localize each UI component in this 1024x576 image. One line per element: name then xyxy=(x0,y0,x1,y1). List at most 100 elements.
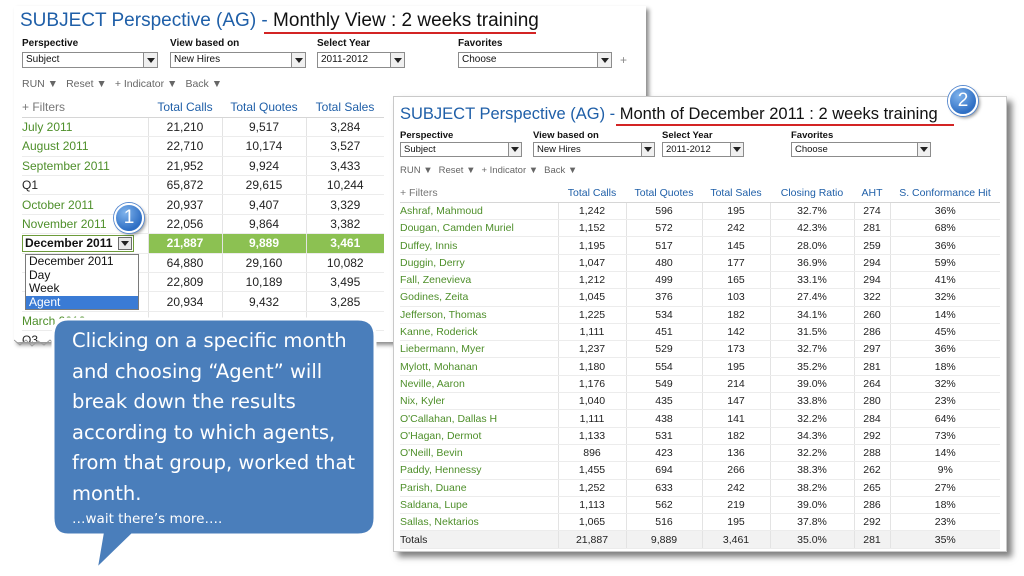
cell-closing-ratio: 36.9% xyxy=(769,254,854,272)
cell-agent-name[interactable]: Paddy, Hennessy xyxy=(400,461,558,480)
view-based-on-select[interactable]: New Hires xyxy=(533,142,655,157)
chevron-down-icon[interactable] xyxy=(390,53,404,67)
panel1-filter-year: Select Year xyxy=(317,38,370,49)
cell-agent-name[interactable]: Neville, Aaron xyxy=(400,375,558,394)
add-favorite-button[interactable]: + xyxy=(620,53,628,67)
month-select[interactable]: December 2011 xyxy=(22,234,134,252)
month-select-cell[interactable]: December 2011 xyxy=(22,233,148,254)
cell-agent-name[interactable]: O'Neill, Bevin xyxy=(400,444,558,463)
table-row[interactable]: November 2011 22,056 9,864 3,382 xyxy=(22,214,384,235)
column-header-total-sales[interactable]: Total Sales xyxy=(306,98,384,118)
back-button[interactable]: Back ▼ xyxy=(185,78,223,90)
row-label[interactable]: August 2011 xyxy=(22,136,148,157)
column-header-closing-ratio[interactable]: Closing Ratio xyxy=(770,185,854,203)
perspective-select[interactable]: Subject xyxy=(22,52,158,68)
cell-agent-name[interactable]: Saldana, Lupe xyxy=(400,496,558,515)
table-row[interactable]: Godines, Zeita 1,045 376 103 27.4% 322 32% xyxy=(400,288,1000,307)
cell-agent-name[interactable]: Fall, Zenevieva xyxy=(400,271,558,290)
chevron-down-icon[interactable] xyxy=(917,143,930,156)
perspective-select[interactable]: Subject xyxy=(400,142,522,157)
add-indicator-button[interactable]: + Indicator ▼ xyxy=(481,165,539,176)
chevron-down-icon[interactable] xyxy=(143,53,157,67)
filters-toggle[interactable]: + Filters xyxy=(22,98,148,118)
row-label[interactable]: September 2011 xyxy=(22,156,148,177)
table-row[interactable]: O'Hagan, Dermot 1,133 531 182 34.3% 292 73% xyxy=(400,427,1000,445)
table-row[interactable]: Liebermann, Myer 1,237 529 173 32.7% 297 36% xyxy=(400,340,1000,359)
table-row[interactable]: Duffey, Innis 1,195 517 145 28.0% 259 36% xyxy=(400,236,1000,255)
table-row[interactable]: O'Neill, Bevin 896 423 136 32.2% 288 14% xyxy=(400,444,1000,463)
column-header-total-calls[interactable]: Total Calls xyxy=(148,98,222,118)
select-year-select[interactable]: 2011-2012 xyxy=(662,142,744,157)
cell-agent-name[interactable]: Duffey, Innis xyxy=(400,236,558,255)
filters-toggle[interactable]: + Filters xyxy=(400,185,558,203)
cell-agent-name[interactable]: Duggin, Derry xyxy=(400,254,558,272)
column-header-total-sales[interactable]: Total Sales xyxy=(702,185,770,203)
chevron-down-icon[interactable] xyxy=(291,53,305,67)
table-row[interactable]: Jefferson, Thomas 1,225 534 182 34.1% 260 14% xyxy=(400,306,1000,324)
column-header-aht[interactable]: AHT xyxy=(854,185,890,203)
table-row[interactable]: July 2011 21,210 9,517 3,284 xyxy=(22,117,384,138)
cell-closing-ratio: 27.4% xyxy=(769,288,854,307)
table-row[interactable]: Sallas, Nektarios 1,065 516 195 37.8% 292 23% xyxy=(400,513,1000,532)
table-row[interactable]: August 2011 22,710 10,174 3,527 xyxy=(22,136,384,157)
chevron-down-icon[interactable] xyxy=(508,143,521,156)
add-indicator-button[interactable]: + Indicator ▼ xyxy=(114,78,178,90)
table-row[interactable]: October 2011 20,937 9,407 3,329 xyxy=(22,194,384,215)
back-button[interactable]: Back ▼ xyxy=(544,165,578,176)
table-row[interactable]: Mylott, Mohanan 1,180 554 195 35.2% 281 18% xyxy=(400,357,1000,376)
cell-agent-name[interactable]: Ashraf, Mahmoud xyxy=(400,202,558,221)
dropdown-option-day[interactable]: Day xyxy=(29,267,51,282)
table-row[interactable]: Dougan, Camden Muriel 1,152 572 242 42.3% 281… xyxy=(400,219,1000,238)
table-row[interactable]: Fall, Zenevieva 1,212 499 165 33.1% 294 41% xyxy=(400,271,1000,290)
dropdown-option-december[interactable]: December 2011 xyxy=(29,254,114,268)
row-label[interactable]: Q1 xyxy=(22,175,148,196)
cell-conformance-hit: 14% xyxy=(889,306,1000,324)
cell-closing-ratio: 34.3% xyxy=(769,427,854,445)
cell-agent-name[interactable]: Mylott, Mohanan xyxy=(400,357,558,376)
table-row[interactable]: December 2011 21,887 9,889 3,461 xyxy=(22,233,384,254)
cell-quotes: 29,615 xyxy=(221,175,306,196)
cell-agent-name[interactable]: O'Callahan, Dallas H xyxy=(400,409,558,428)
cell-agent-name[interactable]: O'Hagan, Dermot xyxy=(400,427,558,445)
cell-agent-name[interactable]: Godines, Zeita xyxy=(400,288,558,307)
cell-calls: 65,872 xyxy=(147,175,222,196)
table-row[interactable]: Neville, Aaron 1,176 549 214 39.0% 264 32% xyxy=(400,375,1000,394)
chevron-down-icon[interactable] xyxy=(730,143,743,156)
table-row[interactable]: Paddy, Hennessy 1,455 694 266 38.3% 262 9% xyxy=(400,461,1000,480)
run-button[interactable]: RUN ▼ xyxy=(22,78,59,90)
cell-agent-name[interactable]: Dougan, Camden Muriel xyxy=(400,219,558,238)
table-row[interactable]: Q1 65,872 29,615 10,244 xyxy=(22,175,384,196)
column-header-total-quotes[interactable]: Total Quotes xyxy=(222,98,306,118)
chevron-down-icon[interactable] xyxy=(641,143,654,156)
table-row[interactable]: Duggin, Derry 1,047 480 177 36.9% 294 59% xyxy=(400,254,1000,272)
cell-total-sales: 195 xyxy=(701,513,770,532)
favorites-select[interactable]: Choose xyxy=(458,52,612,68)
column-header-total-calls[interactable]: Total Calls xyxy=(558,185,626,203)
dropdown-option-week[interactable]: Week xyxy=(29,281,60,295)
table-row[interactable]: Kanne, Roderick 1,111 451 142 31.5% 286 45% xyxy=(400,323,1000,342)
column-header-conformance-hit[interactable]: S. Conformance Hit xyxy=(890,185,1000,203)
cell-agent-name[interactable]: Sallas, Nektarios xyxy=(400,513,558,532)
table-row[interactable]: O'Callahan, Dallas H 1,111 438 141 32.2% 284 6… xyxy=(400,409,1000,428)
table-row[interactable]: September 2011 21,952 9,924 3,433 xyxy=(22,156,384,177)
chevron-down-icon[interactable] xyxy=(118,236,132,250)
table-row[interactable]: Parish, Duane 1,252 633 242 38.2% 265 27% xyxy=(400,479,1000,497)
cell-agent-name[interactable]: Liebermann, Myer xyxy=(400,340,558,359)
reset-button[interactable]: Reset ▼ xyxy=(66,78,107,90)
table-row[interactable]: Saldana, Lupe 1,113 562 219 39.0% 286 18% xyxy=(400,496,1000,515)
view-based-on-select[interactable]: New Hires xyxy=(170,52,306,68)
table-row[interactable]: Nix, Kyler 1,040 435 147 33.8% 280 23% xyxy=(400,392,1000,411)
cell-agent-name[interactable]: Kanne, Roderick xyxy=(400,323,558,342)
select-year-select[interactable]: 2011-2012 xyxy=(317,52,405,68)
favorites-select[interactable]: Choose xyxy=(791,142,931,157)
table-row[interactable]: Ashraf, Mahmoud 1,242 596 195 32.7% 274 36% xyxy=(400,202,1000,221)
row-label[interactable]: July 2011 xyxy=(22,117,148,138)
run-button[interactable]: RUN ▼ xyxy=(400,165,433,176)
reset-button[interactable]: Reset ▼ xyxy=(438,165,476,176)
cell-agent-name[interactable]: Jefferson, Thomas xyxy=(400,306,558,324)
cell-agent-name[interactable]: Nix, Kyler xyxy=(400,392,558,411)
column-header-total-quotes[interactable]: Total Quotes xyxy=(626,185,702,203)
cell-agent-name[interactable]: Parish, Duane xyxy=(400,479,558,497)
chevron-down-icon[interactable] xyxy=(597,53,611,67)
dropdown-option-agent[interactable]: Agent xyxy=(26,295,138,309)
